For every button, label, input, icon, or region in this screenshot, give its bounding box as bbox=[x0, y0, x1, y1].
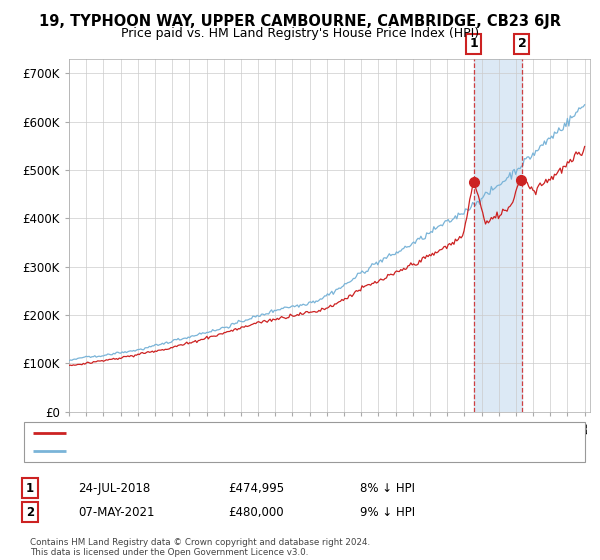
Text: 24-JUL-2018: 24-JUL-2018 bbox=[78, 482, 150, 495]
Text: 07-MAY-2021: 07-MAY-2021 bbox=[78, 506, 155, 519]
Text: 8% ↓ HPI: 8% ↓ HPI bbox=[360, 482, 415, 495]
Text: Contains HM Land Registry data © Crown copyright and database right 2024.
This d: Contains HM Land Registry data © Crown c… bbox=[30, 538, 370, 557]
Text: 9% ↓ HPI: 9% ↓ HPI bbox=[360, 506, 415, 519]
Bar bbox=[474, 59, 522, 412]
Text: 2: 2 bbox=[26, 506, 34, 519]
Text: 19, TYPHOON WAY, UPPER CAMBOURNE, CAMBRIDGE, CB23 6JR: 19, TYPHOON WAY, UPPER CAMBOURNE, CAMBRI… bbox=[39, 14, 561, 29]
Text: 1: 1 bbox=[470, 38, 478, 50]
Text: 2: 2 bbox=[518, 38, 526, 50]
Text: 1: 1 bbox=[26, 482, 34, 495]
Text: Price paid vs. HM Land Registry's House Price Index (HPI): Price paid vs. HM Land Registry's House … bbox=[121, 27, 479, 40]
Text: £474,995: £474,995 bbox=[228, 482, 284, 495]
Text: 19, TYPHOON WAY, UPPER CAMBOURNE, CAMBRIDGE, CB23 6JR (detached house): 19, TYPHOON WAY, UPPER CAMBOURNE, CAMBRI… bbox=[73, 428, 482, 438]
Text: HPI: Average price, detached house, South Cambridgeshire: HPI: Average price, detached house, Sout… bbox=[73, 446, 369, 456]
Text: £480,000: £480,000 bbox=[228, 506, 284, 519]
